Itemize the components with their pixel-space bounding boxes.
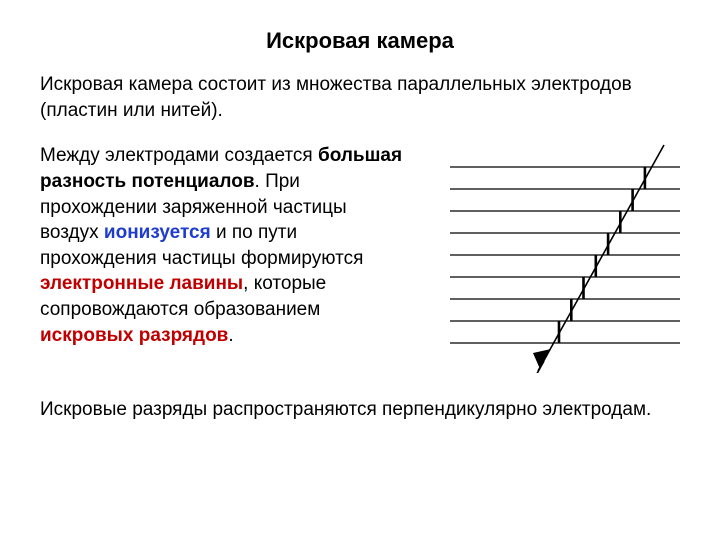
final-paragraph: Искровые разряды распространяются перпен… bbox=[40, 397, 680, 423]
page-title: Искровая камера bbox=[40, 28, 680, 54]
highlight-ionized: ионизуется bbox=[104, 222, 211, 243]
intro-paragraph: Искровая камера состоит из множества пар… bbox=[40, 72, 680, 123]
text-segment: . bbox=[228, 325, 233, 346]
text-segment: Между электродами создается bbox=[40, 145, 318, 166]
highlight-spark-discharges: искровых разрядов bbox=[40, 325, 228, 346]
highlight-electron-avalanches: электронные лавины bbox=[40, 273, 243, 294]
middle-row: Между электродами создается большая разн… bbox=[40, 143, 680, 373]
middle-paragraph: Между электродами создается большая разн… bbox=[40, 143, 410, 348]
diagram-svg bbox=[420, 143, 680, 373]
spark-chamber-diagram bbox=[420, 143, 680, 373]
